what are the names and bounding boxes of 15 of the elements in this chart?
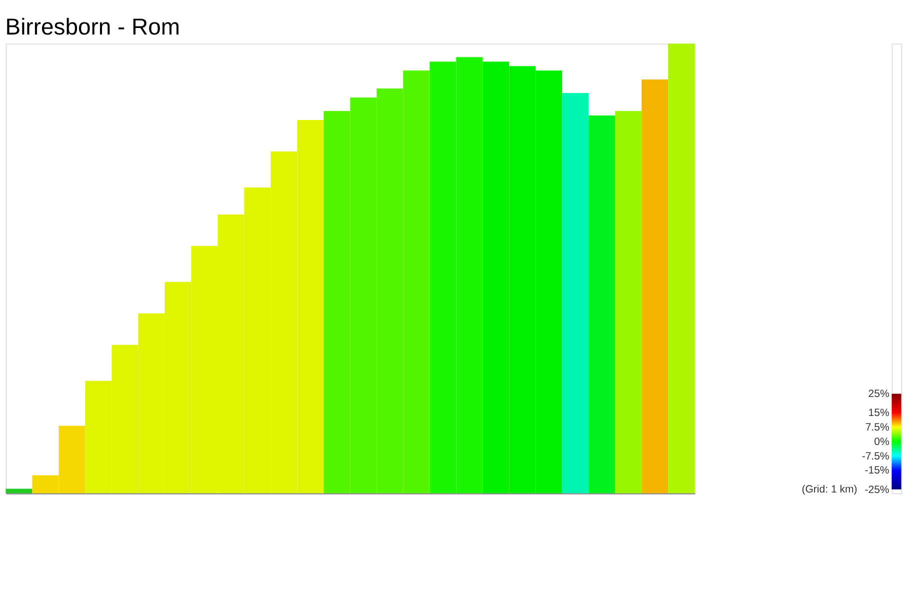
bar — [615, 111, 642, 494]
color-bar-label: 25% — [868, 388, 890, 400]
bar — [588, 116, 616, 494]
color-bar-label: 15% — [868, 407, 890, 420]
bar — [562, 93, 589, 494]
color-bar-label: -15% — [864, 464, 890, 477]
bar — [668, 44, 695, 494]
chart-title: Birresborn - Rom — [5, 13, 180, 40]
bar — [6, 488, 32, 494]
bar — [642, 80, 668, 494]
color-bar-label: -25% — [864, 484, 890, 496]
color-bar-label: -7.5% — [862, 450, 890, 462]
text: (Grid: 1 km) — [802, 483, 858, 496]
color-bar-label: 7.5% — [865, 422, 890, 434]
color-bar-label: 0% — [874, 436, 890, 448]
